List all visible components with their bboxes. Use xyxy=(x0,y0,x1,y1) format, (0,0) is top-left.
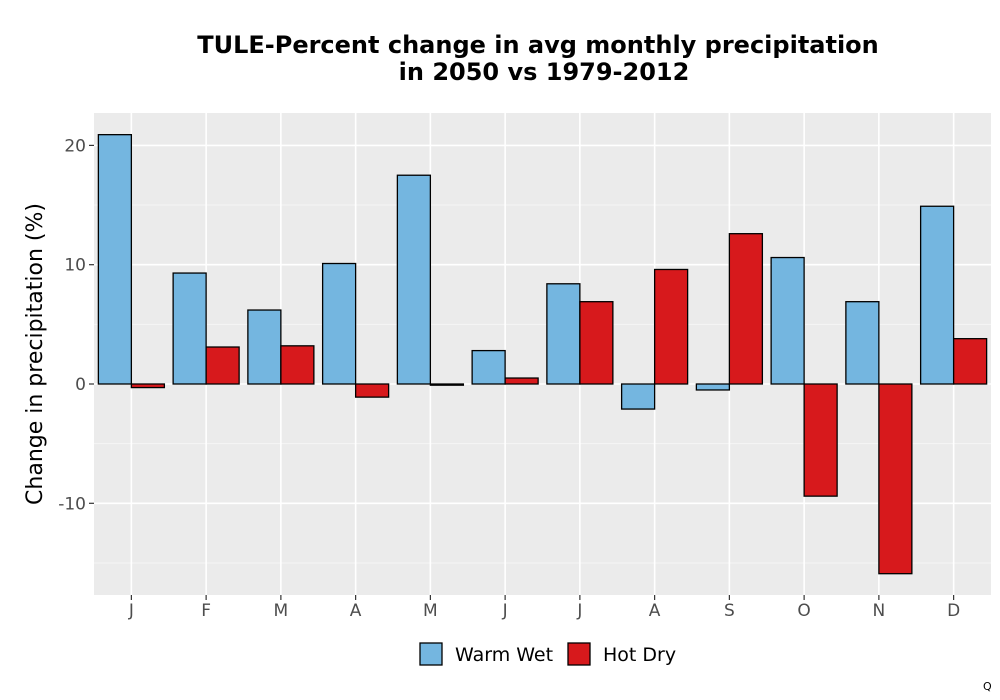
bar-warm-wet xyxy=(97,134,133,385)
bar-hot-dry xyxy=(878,383,913,575)
y-tick-label: -10 xyxy=(58,494,86,514)
y-axis-ticks: -10 0 10 20 xyxy=(58,136,94,514)
bar-hot-dry xyxy=(803,383,838,497)
legend: Warm Wet Hot Dry xyxy=(419,642,676,666)
bar-warm-wet xyxy=(172,272,207,385)
x-tick-label: J xyxy=(502,601,508,621)
y-tick-label: 0 xyxy=(75,375,86,395)
bar-warm-wet xyxy=(321,262,357,385)
bar-warm-wet xyxy=(247,309,282,385)
bar-hot-dry xyxy=(205,346,240,385)
bar-hot-dry xyxy=(130,383,166,389)
y-tick-label: 10 xyxy=(64,256,86,276)
bar-hot-dry xyxy=(429,383,465,386)
x-tick-label: S xyxy=(724,601,735,621)
bar-hot-dry xyxy=(354,383,390,398)
y-tick-label: 20 xyxy=(64,136,86,156)
corner-mark: Q xyxy=(983,680,992,693)
bar-warm-wet xyxy=(770,256,805,385)
chart-title-line-1: TULE-Percent change in avg monthly preci… xyxy=(197,31,879,59)
x-tick-label: O xyxy=(797,601,810,621)
bar-hot-dry xyxy=(504,377,539,385)
bar-hot-dry xyxy=(579,301,614,385)
x-tick-label: D xyxy=(947,601,960,621)
x-tick-label: N xyxy=(873,601,886,621)
bar-warm-wet xyxy=(919,205,955,385)
x-tick-label: J xyxy=(128,601,134,621)
x-tick-label: M xyxy=(423,601,438,621)
bar-hot-dry xyxy=(280,345,315,385)
bar-hot-dry xyxy=(952,338,988,385)
bar-hot-dry xyxy=(653,268,689,385)
x-tick-label: A xyxy=(350,601,362,621)
legend-swatch xyxy=(419,642,443,666)
plot-panel xyxy=(94,113,991,595)
legend-label: Warm Wet xyxy=(455,644,553,666)
x-tick-label: A xyxy=(649,601,661,621)
x-tick-label: M xyxy=(274,601,289,621)
bar-hot-dry xyxy=(728,233,764,385)
x-tick-label: J xyxy=(576,601,582,621)
bar-warm-wet xyxy=(471,349,506,385)
legend-label: Hot Dry xyxy=(603,644,676,666)
y-axis-label: Change in precipitation (%) xyxy=(23,203,48,505)
chart-title-line-2: in 2050 vs 1979-2012 xyxy=(399,58,690,86)
bar-warm-wet xyxy=(695,383,731,391)
bar-warm-wet xyxy=(845,301,880,385)
bar-warm-wet xyxy=(620,383,656,410)
legend-swatch xyxy=(567,642,591,666)
bars xyxy=(97,134,988,575)
bar-warm-wet xyxy=(396,174,432,385)
x-tick-label: F xyxy=(201,601,211,621)
bar-warm-wet xyxy=(546,283,581,385)
